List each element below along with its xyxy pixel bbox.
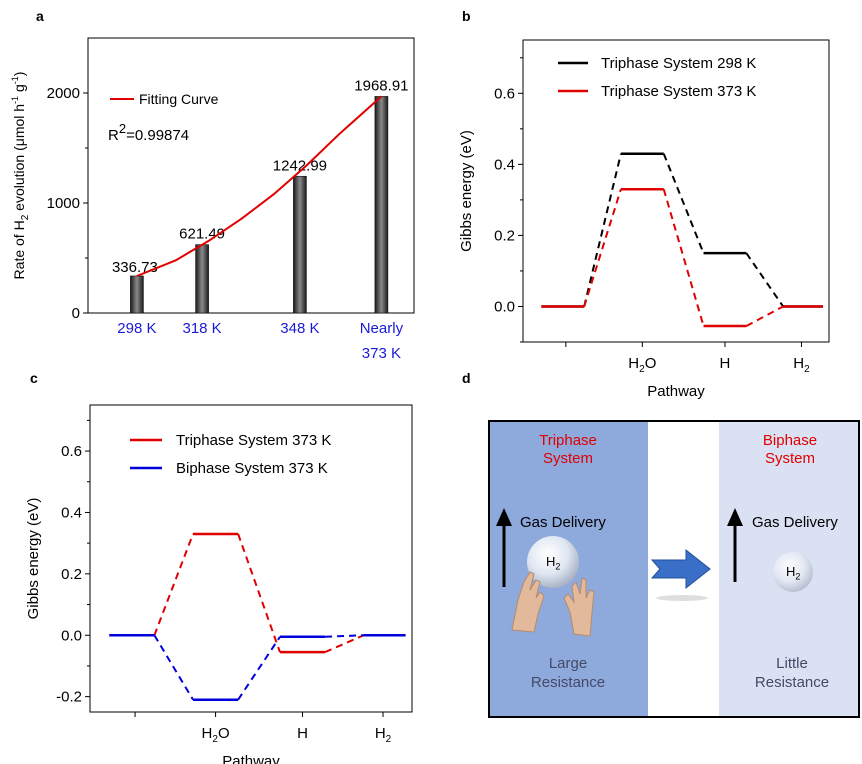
y-axis-label-a: Rate of H2 evolution (μmol h-1 g-1): [10, 72, 31, 280]
x-category-label: H: [720, 355, 731, 372]
triphase-title: Triphase System: [498, 432, 638, 468]
y-tick-label: 0.4: [494, 156, 515, 173]
x-category-label: H: [297, 725, 308, 742]
y-tick-label-a: 1000: [47, 195, 80, 212]
bar: [195, 244, 209, 314]
fitting-curve: [136, 95, 383, 277]
panel-label-d: d: [462, 370, 471, 386]
little-resistance-label: Little Resistance: [722, 654, 858, 692]
energy-connector: [153, 533, 194, 636]
x-axis-label: Pathway: [222, 753, 280, 764]
energy-connector: [153, 634, 194, 701]
bar: [293, 175, 307, 314]
y-tick-label: 0.0: [494, 298, 515, 315]
little-resistance-line1: Little: [776, 655, 808, 672]
energy-connector: [662, 188, 705, 327]
energy-connector: [325, 634, 364, 638]
energy-connector: [745, 305, 784, 327]
x-category-label-line2: 373 K: [362, 345, 401, 362]
legend-label: Triphase System 298 K: [601, 55, 756, 72]
x-category-label: 298 K: [117, 320, 156, 337]
energy-connector: [583, 153, 622, 307]
large-resistance-label: Large Resistance: [498, 654, 638, 692]
gas-delivery-arrow-right: [727, 508, 743, 582]
h2-bubble-right: [773, 552, 813, 592]
plot-frame-a: [87, 37, 415, 314]
large-resistance-line1: Large: [548, 655, 588, 672]
panel-label-a: a: [36, 8, 44, 24]
y-tick-label-a: 0: [72, 305, 80, 322]
schematic-graphics: [496, 508, 813, 637]
y-tick-label: 0.2: [494, 227, 515, 244]
bar: [130, 275, 144, 314]
h2-label-right: H2: [786, 564, 801, 582]
y-tick-label: 0.4: [61, 504, 82, 521]
legend-label: Triphase System 373 K: [176, 432, 331, 449]
x-category-label: 318 K: [182, 320, 221, 337]
triphase-title-line2: System: [542, 450, 593, 467]
y-tick-label-a: 2000: [47, 85, 80, 102]
x-category-label: H2O: [628, 355, 656, 375]
transition-arrow-icon: [650, 548, 711, 601]
legend-label-fit: Fitting Curve: [139, 91, 219, 107]
energy-connector: [583, 188, 622, 307]
y-tick-label: 0.6: [61, 443, 82, 460]
biphase-title-line1: Biphase: [762, 432, 818, 449]
gas-delivery-label-right: Gas Delivery: [752, 514, 838, 531]
y-tick-label: 0.6: [494, 85, 515, 102]
x-category-label: Nearly: [360, 320, 404, 337]
bar-value-label: 336.73: [112, 259, 158, 276]
large-resistance-line2: Resistance: [530, 674, 606, 691]
gas-delivery-label-left: Gas Delivery: [520, 514, 606, 531]
y-axis-label: Gibbs energy (eV): [458, 130, 475, 252]
r2-label: R2=0.99874: [108, 121, 189, 144]
energy-connector: [745, 252, 784, 308]
triphase-title-line1: Triphase: [539, 432, 597, 449]
x-category-label: 348 K: [280, 320, 319, 337]
energy-connector: [237, 533, 281, 653]
plot-frame: [522, 39, 830, 343]
plot-frame: [89, 404, 413, 713]
x-category-label: H2: [375, 725, 392, 745]
chart-c: -0.2 0.0 0.2 0.4 0.6 H2O H H2 Pathway Gibbs energ…: [25, 404, 413, 764]
chart-a: 0 1000 2000 Rate of H2 evolution (μmol h-1 …: [10, 37, 415, 362]
h2-label-left: H2: [546, 554, 561, 572]
panel-label-b: b: [462, 8, 471, 24]
y-tick-label: 0.2: [61, 566, 82, 583]
panel-label-c: c: [30, 370, 38, 386]
hands-icon: [511, 571, 595, 637]
y-axis-label: Gibbs energy (eV): [25, 498, 42, 620]
x-category-label: H2O: [202, 725, 230, 745]
chart-b: 0.0 0.2 0.4 0.6 H2O H H2 Pathway Gibbs energy (e…: [458, 39, 830, 400]
bar-value-label: 1968.91: [354, 77, 408, 94]
h2-bubble-left: [527, 536, 579, 588]
y-tick-label: 0.0: [61, 627, 82, 644]
energy-connector: [237, 636, 281, 701]
legend-label: Triphase System 373 K: [601, 83, 756, 100]
x-category-label: H2: [793, 355, 810, 375]
energy-connector: [324, 634, 365, 654]
biphase-title-line2: System: [764, 450, 815, 467]
x-axis-label: Pathway: [647, 383, 705, 400]
bar-value-label: 1242.99: [273, 157, 327, 174]
schematic-panel-d: Triphase System Biphase System: [488, 420, 860, 718]
energy-connector: [662, 153, 705, 254]
gas-delivery-arrow-left: [496, 508, 512, 587]
y-tick-label: -0.2: [56, 689, 82, 706]
biphase-title: Biphase System: [720, 432, 858, 468]
little-resistance-line2: Resistance: [754, 674, 830, 691]
bar: [374, 96, 389, 314]
legend-label: Biphase System 373 K: [176, 460, 328, 477]
